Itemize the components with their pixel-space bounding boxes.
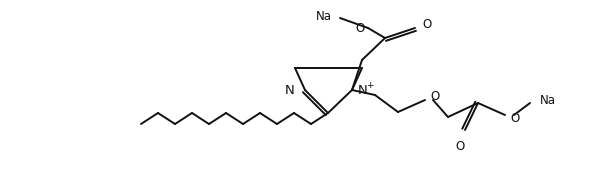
- Text: O: O: [455, 140, 465, 153]
- Text: Na: Na: [540, 94, 556, 107]
- Text: N: N: [358, 83, 368, 96]
- Text: +: +: [366, 80, 374, 89]
- Text: O: O: [510, 111, 519, 124]
- Text: N: N: [285, 83, 295, 96]
- Text: O: O: [356, 23, 365, 36]
- Text: Na: Na: [316, 10, 332, 23]
- Text: O: O: [430, 89, 439, 103]
- Text: O: O: [422, 19, 432, 32]
